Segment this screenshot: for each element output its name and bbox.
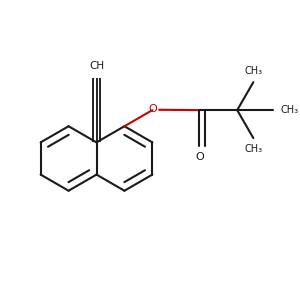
Text: CH: CH xyxy=(89,61,104,71)
Text: CH₃: CH₃ xyxy=(244,66,262,76)
Text: CH₃: CH₃ xyxy=(280,105,298,115)
Text: O: O xyxy=(149,104,158,114)
Text: O: O xyxy=(196,152,204,162)
Text: CH₃: CH₃ xyxy=(244,144,262,154)
